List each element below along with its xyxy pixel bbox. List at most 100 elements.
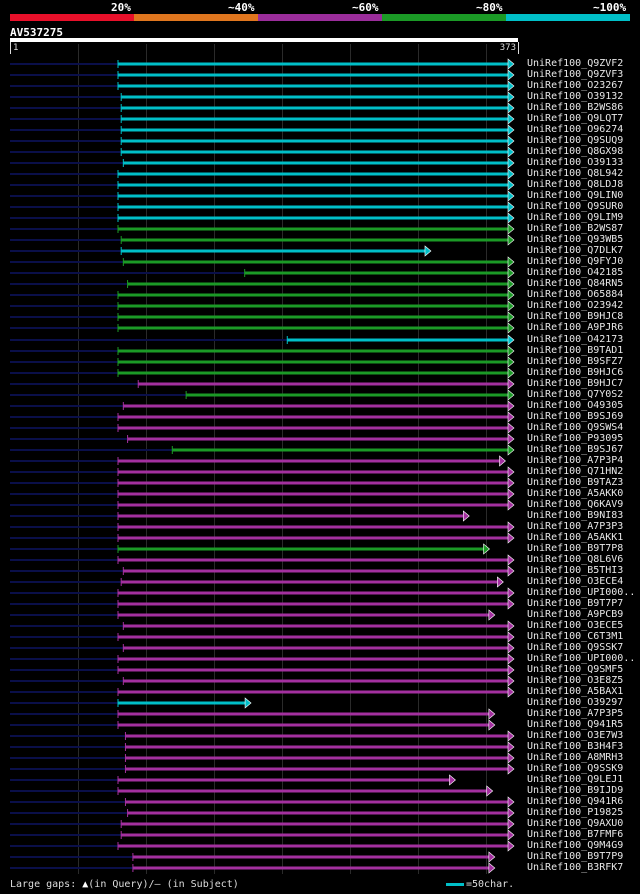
hit-arrow-icon (507, 488, 515, 500)
hit-label[interactable]: UniRef100_O39297 (527, 697, 624, 708)
hit-label[interactable]: UniRef100_B3H4F3 (527, 741, 624, 752)
hit-label[interactable]: UniRef100_Q8L942 (527, 168, 624, 179)
hit-arrow-icon (507, 190, 515, 202)
hit-arrow-icon (507, 521, 515, 533)
hit-label[interactable]: UniRef100_O65884 (527, 289, 624, 300)
scale-segment (506, 14, 630, 21)
scale-legend: =50char. (446, 879, 514, 890)
hit-label[interactable]: UniRef100_Q84RN5 (527, 278, 624, 289)
hit-label[interactable]: UniRef100_B9NI83 (527, 510, 624, 521)
hit-label[interactable]: UniRef100_Q9SSK9 (527, 763, 624, 774)
hit-label[interactable]: UniRef100_B9SJ69 (527, 411, 624, 422)
hit-label[interactable]: UniRef100_Q9AXU0 (527, 818, 624, 829)
hit-arrow-icon (507, 752, 515, 764)
hit-arrow-icon (507, 400, 515, 412)
hit-label[interactable]: UniRef100_P19825 (527, 807, 624, 818)
hit-label[interactable]: UniRef100_B9T7P9 (527, 851, 624, 862)
hit-label[interactable]: UniRef100_Q7DLK7 (527, 245, 624, 256)
hit-label[interactable]: UniRef100_O49305 (527, 400, 624, 411)
hit-arrow-icon (507, 598, 515, 610)
hit-label[interactable]: UniRef100_O3ECE4 (527, 576, 624, 587)
hit-label[interactable]: UniRef100_A5AKK1 (527, 532, 624, 543)
hit-label[interactable]: UniRef100_O3E8Z5 (527, 675, 624, 686)
hit-label[interactable]: UniRef100_B5THI3 (527, 565, 624, 576)
hit-label[interactable]: UniRef100_Q8LDJ8 (527, 179, 624, 190)
hit-label[interactable]: UniRef100_P93095 (527, 433, 624, 444)
hit-label[interactable]: UniRef100_UPI000.. (527, 653, 636, 664)
hit-label[interactable]: UniRef100_Q9SWS4 (527, 422, 624, 433)
hit-label[interactable]: UniRef100_Q8L6V6 (527, 554, 624, 565)
hit-label[interactable]: UniRef100_Q9LEJ1 (527, 774, 624, 785)
hit-label[interactable]: UniRef100_Q93WB5 (527, 234, 624, 245)
hit-label[interactable]: UniRef100_Q9ZVF3 (527, 69, 624, 80)
hit-arrow-icon (507, 422, 515, 434)
hit-label[interactable]: UniRef100_B3RFK7 (527, 862, 624, 873)
hit-label[interactable]: UniRef100_Q8GX98 (527, 146, 624, 157)
hit-label[interactable]: UniRef100_B9TAZ3 (527, 477, 624, 488)
hit-label[interactable]: UniRef100_B9SJ67 (527, 444, 624, 455)
hit-label[interactable]: UniRef100_Q9SSK7 (527, 642, 624, 653)
hit-label[interactable]: UniRef100_Q9LIM9 (527, 212, 624, 223)
hit-label[interactable]: UniRef100_B9TAD1 (527, 345, 624, 356)
hit-label[interactable]: UniRef100_O39133 (527, 157, 624, 168)
hit-arrow-icon (507, 477, 515, 489)
hit-label[interactable]: UniRef100_O23942 (527, 300, 624, 311)
hit-arrow-icon (507, 289, 515, 301)
hit-arrow-icon (507, 58, 515, 70)
hit-label[interactable]: UniRef100_Q9FYJ0 (527, 256, 624, 267)
hit-arrow-icon (507, 653, 515, 665)
hit-label[interactable]: UniRef100_O3ECE5 (527, 620, 624, 631)
hit-label[interactable]: UniRef100_Q71HN2 (527, 466, 624, 477)
hit-label[interactable]: UniRef100_B9HJC6 (527, 367, 624, 378)
hit-label[interactable]: UniRef100_Q9SUR0 (527, 201, 624, 212)
hit-arrow-icon (507, 135, 515, 147)
hit-arrow-icon (507, 168, 515, 180)
query-gap-text: (in Query)/ (88, 879, 155, 890)
hit-label[interactable]: UniRef100_O23267 (527, 80, 624, 91)
scale-legend-text: =50char. (466, 879, 515, 890)
hit-label[interactable]: UniRef100_Q9LIN0 (527, 190, 624, 201)
hit-label[interactable]: UniRef100_B9HJC8 (527, 311, 624, 322)
hit-label[interactable]: UniRef100_O3E7W3 (527, 730, 624, 741)
hit-label[interactable]: UniRef100_Q9SUQ9 (527, 135, 624, 146)
hit-label[interactable]: UniRef100_Q7Y0S2 (527, 389, 624, 400)
hit-label[interactable]: UniRef100_B9T7P8 (527, 543, 624, 554)
hit-arrow-icon (507, 223, 515, 235)
hit-label[interactable]: UniRef100_B9SFZ7 (527, 356, 624, 367)
hit-label[interactable]: UniRef100_O42185 (527, 267, 624, 278)
hit-arrow-icon (507, 664, 515, 676)
hit-label[interactable]: UniRef100_Q9SMF5 (527, 664, 624, 675)
hit-label[interactable]: UniRef100_A7P3P5 (527, 708, 624, 719)
hit-label[interactable]: UniRef100_O42173 (527, 334, 624, 345)
hit-label[interactable]: UniRef100_A7P3P4 (527, 455, 624, 466)
hit-label[interactable]: UniRef100_Q6KAV9 (527, 499, 624, 510)
hit-label[interactable]: UniRef100_Q941R6 (527, 796, 624, 807)
hit-arrow-icon (507, 334, 515, 346)
hit-arrow-icon (507, 741, 515, 753)
hit-label[interactable]: UniRef100_Q9LQT7 (527, 113, 624, 124)
hit-label[interactable]: UniRef100_Q9ZVF2 (527, 58, 624, 69)
subject-gap-marker-icon: – (154, 879, 161, 890)
hit-arrow-icon (507, 157, 515, 169)
hit-label[interactable]: UniRef100_B9HJC7 (527, 378, 624, 389)
hit-label[interactable]: UniRef100_A5BAX1 (527, 686, 624, 697)
hit-label[interactable]: UniRef100_B9T7P7 (527, 598, 624, 609)
hit-label[interactable]: UniRef100_C6T3M1 (527, 631, 624, 642)
hit-label[interactable]: UniRef100_O39132 (527, 91, 624, 102)
hit-label[interactable]: UniRef100_Q9M4G9 (527, 840, 624, 851)
hit-label[interactable]: UniRef100_A7P3P3 (527, 521, 624, 532)
hit-label[interactable]: UniRef100_Q941R5 (527, 719, 624, 730)
scale-segment (134, 14, 258, 21)
hit-label[interactable]: UniRef100_A9PJR6 (527, 322, 624, 333)
query-bar (10, 38, 518, 42)
hit-label[interactable]: UniRef100_B7FMF6 (527, 829, 624, 840)
hit-label[interactable]: UniRef100_B2WS87 (527, 223, 624, 234)
hit-label[interactable]: UniRef100_UPI000.. (527, 587, 636, 598)
hit-label[interactable]: UniRef100_A8MRH3 (527, 752, 624, 763)
hit-label[interactable]: UniRef100_B9IJD9 (527, 785, 624, 796)
hit-label[interactable]: UniRef100_A9PCB9 (527, 609, 624, 620)
hit-label[interactable]: UniRef100_B2WS86 (527, 102, 624, 113)
hit-label[interactable]: UniRef100_A5AKK0 (527, 488, 624, 499)
hit-arrow-icon (507, 300, 515, 312)
hit-label[interactable]: UniRef100_O96274 (527, 124, 624, 135)
